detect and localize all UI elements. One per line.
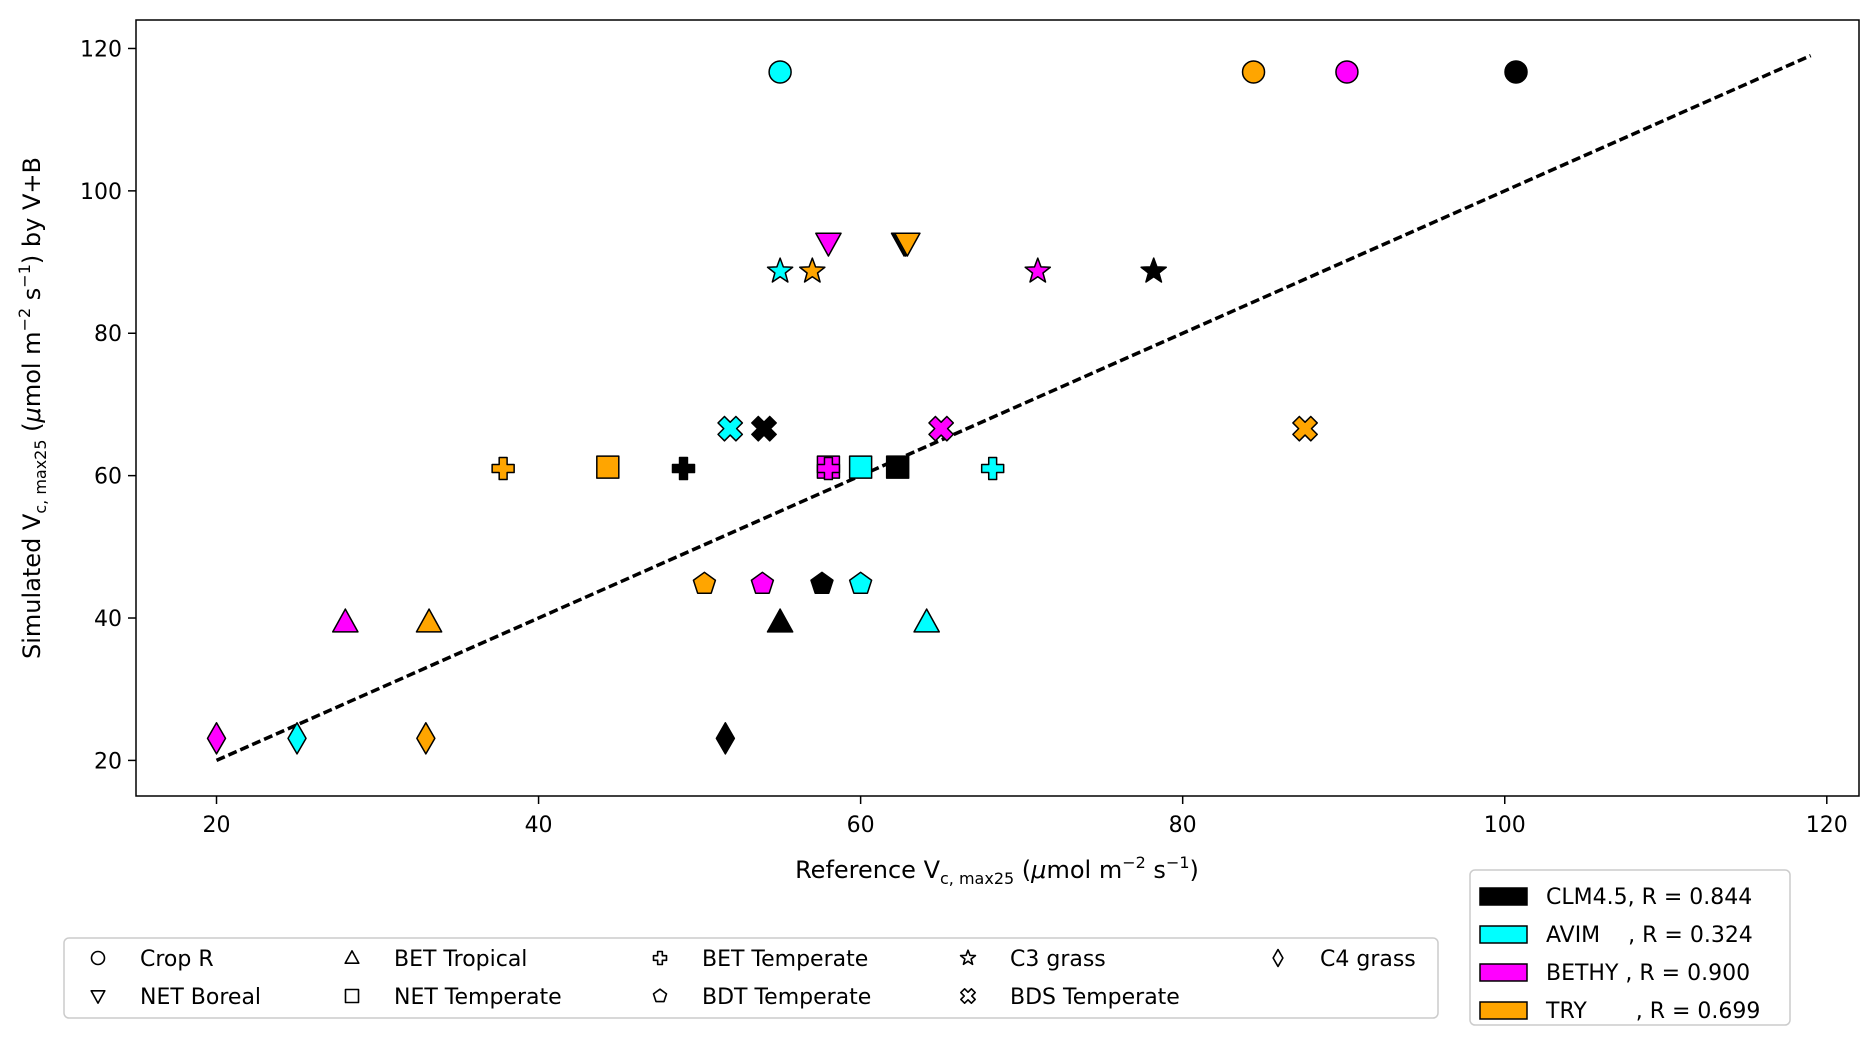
x-tick-label: 80 <box>1169 813 1197 838</box>
point-bethy-plus <box>816 456 841 481</box>
model-legend-label: TRY , R = 0.699 <box>1545 999 1760 1024</box>
one-to-one-dashed-line <box>215 53 1812 763</box>
model-legend-label: AVIM , R = 0.324 <box>1546 923 1753 948</box>
pft-legend-marker-pentagon <box>652 988 668 1003</box>
pft-legend-frame <box>63 937 1439 1019</box>
y-axis-ticks: 20 40 60 80 100 120 <box>80 37 136 774</box>
point-try-star <box>799 257 826 283</box>
y-tick-label: 40 <box>94 607 122 632</box>
point-try-circle <box>1241 60 1266 84</box>
point-clm45-square <box>885 455 910 479</box>
x-axis-label: Reference Vc, max25 (μmol m−2 s−1) <box>795 853 1199 888</box>
pft-legend-label: NET Boreal <box>140 985 261 1010</box>
point-try-plus <box>491 456 515 481</box>
point-bethy-x <box>928 415 955 442</box>
point-bethy-circle <box>1335 60 1359 84</box>
x-tick-label: 100 <box>1484 813 1526 838</box>
point-bethy-star <box>1024 257 1052 283</box>
pft-legend-marker-triangle-down <box>90 989 106 1004</box>
y-tick-label: 60 <box>94 465 122 490</box>
point-try-x <box>1292 415 1318 442</box>
pft-legend-marker-triangle-up <box>344 950 360 965</box>
point-try-pentagon <box>692 571 717 594</box>
one-to-one-line <box>215 53 1812 763</box>
point-bethy-triangle-down <box>815 232 842 257</box>
point-avim-square <box>848 455 873 479</box>
model-legend: CLM4.5, R = 0.844 AVIM , R = 0.324 BETHY ,… <box>1469 869 1791 1026</box>
point-avim-diamond <box>287 721 307 755</box>
pft-legend-label: Crop R <box>140 947 214 972</box>
point-try-triangle-up <box>415 608 443 633</box>
point-avim-star <box>766 257 794 283</box>
point-avim-x <box>717 415 744 442</box>
point-avim-plus <box>980 456 1005 481</box>
pft-legend-marker-star <box>959 949 977 966</box>
point-avim-circle <box>768 60 792 84</box>
pft-legend-marker-square <box>344 988 360 1004</box>
y-tick-label: 120 <box>80 37 122 62</box>
pft-legend-marker-diamond <box>1272 948 1284 968</box>
x-tick-label: 40 <box>525 813 553 838</box>
point-clm45-star <box>1140 257 1167 283</box>
point-avim-triangle-up <box>913 608 940 633</box>
pft-legend-label: BET Temperate <box>702 947 868 972</box>
point-clm45-diamond <box>715 721 736 755</box>
model-legend-swatch <box>1479 887 1528 906</box>
y-axis-label: Simulated Vc, max25 (μmol m−2 s−1) by V+… <box>15 157 50 659</box>
pft-legend-label: BDT Temperate <box>702 985 871 1010</box>
point-clm45-triangle-up <box>766 608 794 633</box>
model-legend-swatch <box>1479 963 1528 982</box>
y-tick-label: 80 <box>94 322 122 347</box>
x-axis-ticks: 20 40 60 80 100 120 <box>203 796 1848 838</box>
point-bethy-diamond <box>206 721 227 755</box>
pft-legend-label: BET Tropical <box>394 947 527 972</box>
point-bethy-pentagon <box>750 571 775 594</box>
point-clm45-x <box>751 415 777 442</box>
model-legend-swatch <box>1479 925 1528 944</box>
point-try-square <box>596 455 620 479</box>
model-legend-label: CLM4.5, R = 0.844 <box>1546 885 1752 910</box>
model-legend-swatch <box>1479 1001 1528 1020</box>
pft-legend-label: NET Temperate <box>394 985 562 1010</box>
point-try-diamond <box>416 721 436 755</box>
point-clm45-pentagon <box>810 571 834 594</box>
pft-legend-marker-x <box>960 988 976 1004</box>
point-bethy-triangle-up <box>331 608 359 633</box>
y-tick-label: 100 <box>80 180 122 205</box>
data-points <box>206 60 1528 755</box>
plot-area <box>135 19 1860 797</box>
pft-legend: Crop R NET Boreal BET Tropical NET Temperat… <box>63 937 1439 1019</box>
x-tick-label: 120 <box>1806 813 1848 838</box>
point-clm45-plus <box>671 456 696 481</box>
pft-legend-label: BDS Temperate <box>1010 985 1180 1010</box>
x-tick-label: 20 <box>203 813 231 838</box>
y-tick-label: 20 <box>94 749 122 774</box>
model-legend-label: BETHY , R = 0.900 <box>1546 961 1750 986</box>
point-avim-pentagon <box>848 571 873 594</box>
point-clm45-circle <box>1504 60 1528 84</box>
x-tick-label: 60 <box>847 813 875 838</box>
pft-legend-marker-circle <box>90 950 106 966</box>
pft-legend-marker-plus <box>652 950 668 966</box>
pft-legend-label: C3 grass <box>1010 947 1106 972</box>
pft-legend-label: C4 grass <box>1320 947 1416 972</box>
model-legend-frame <box>1469 869 1791 1026</box>
point-try-triangle-down <box>893 232 921 257</box>
